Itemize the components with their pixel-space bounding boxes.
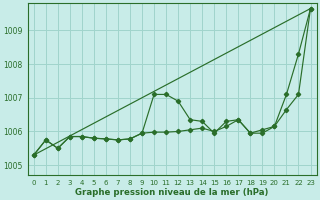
X-axis label: Graphe pression niveau de la mer (hPa): Graphe pression niveau de la mer (hPa) (76, 188, 269, 197)
